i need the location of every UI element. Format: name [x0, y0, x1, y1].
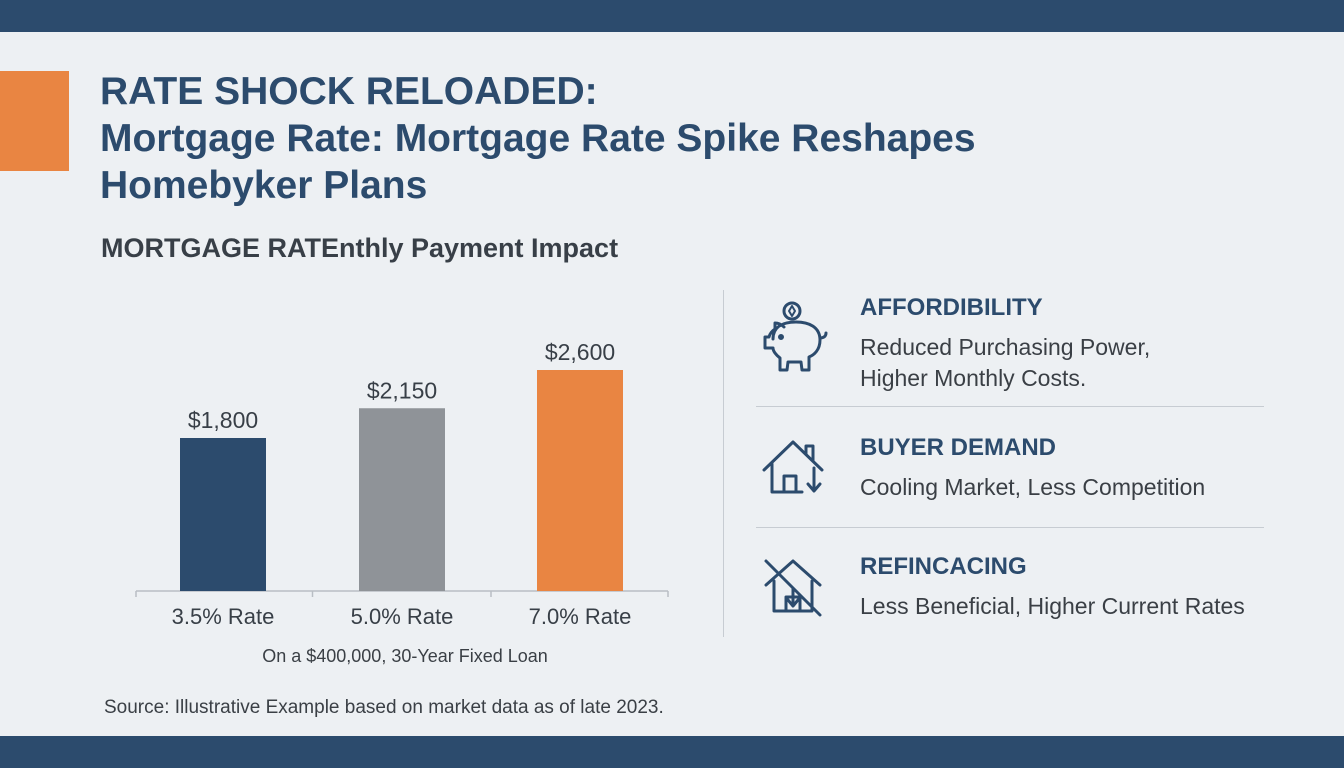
- piggy-bank-icon: [763, 301, 828, 372]
- title-line-3: Homebyker Plans: [100, 164, 428, 207]
- panel-buyer-demand-title: BUYER DEMAND: [860, 434, 1057, 461]
- panel-divider-2: [756, 527, 1264, 528]
- title-line-1: RATE SHOCK RELOADED:: [100, 70, 598, 113]
- bar-1: [180, 438, 266, 591]
- panel-refinancing-desc: Less Beneficial, Higher Current Rates: [860, 591, 1245, 622]
- chart-footnote: On a $400,000, 30-Year Fixed Loan: [262, 646, 548, 666]
- house-crossed-icon: [764, 559, 822, 617]
- panel-affordability-desc: Reduced Purchasing Power, Higher Monthly…: [860, 332, 1150, 394]
- panel-affordability-title: AFFORDIBILITY: [860, 294, 1043, 321]
- panel-buyer-demand-line-1: Cooling Market, Less Competition: [860, 474, 1206, 500]
- accent-block: [0, 71, 69, 171]
- panel-buyer-demand: BUYER DEMAND Cooling Market, Less Compet…: [756, 434, 1264, 534]
- panel-buyer-demand-desc: Cooling Market, Less Competition: [860, 472, 1205, 503]
- bar-2: [359, 408, 445, 591]
- panel-affordability-line-2: Higher Monthly Costs.: [860, 365, 1087, 391]
- bar-value-label: $2,150: [367, 377, 437, 403]
- chart-title: MORTGAGE RATEnthly Payment Impact: [101, 233, 619, 263]
- page-title: RATE SHOCK RELOADED: Mortgage Rate: Mort…: [100, 68, 1300, 209]
- panel-affordability: AFFORDIBILITY Reduced Purchasing Power, …: [756, 294, 1264, 394]
- panel-refinancing-line-1: Less Beneficial, Higher Current Rates: [860, 593, 1245, 619]
- bar-value-label: $2,600: [545, 339, 615, 365]
- category-label: 3.5% Rate: [172, 604, 275, 629]
- panel-divider-1: [756, 406, 1264, 407]
- title-line-2: Mortgage Rate: Mortgage Rate Spike Resha…: [100, 117, 976, 160]
- bar-chart: $1,800 3.5% Rate $2,150 5.0% Rate $2,600 7.0%…: [135, 339, 669, 629]
- source-note: Source: Illustrative Example based on ma…: [104, 697, 664, 718]
- bar-value-label: $1,800: [188, 407, 258, 433]
- bottom-banner-bar: [0, 736, 1344, 768]
- bar-3: [537, 370, 623, 591]
- top-banner-bar: [0, 0, 1344, 32]
- house-down-arrow-icon: [762, 440, 824, 494]
- panel-refinancing: REFINCACING Less Beneficial, Higher Curr…: [756, 553, 1264, 653]
- panel-refinancing-title: REFINCACING: [860, 553, 1027, 580]
- panel-affordability-line-1: Reduced Purchasing Power,: [860, 334, 1151, 360]
- category-label: 7.0% Rate: [529, 604, 632, 629]
- vertical-divider: [723, 290, 724, 637]
- category-label: 5.0% Rate: [351, 604, 454, 629]
